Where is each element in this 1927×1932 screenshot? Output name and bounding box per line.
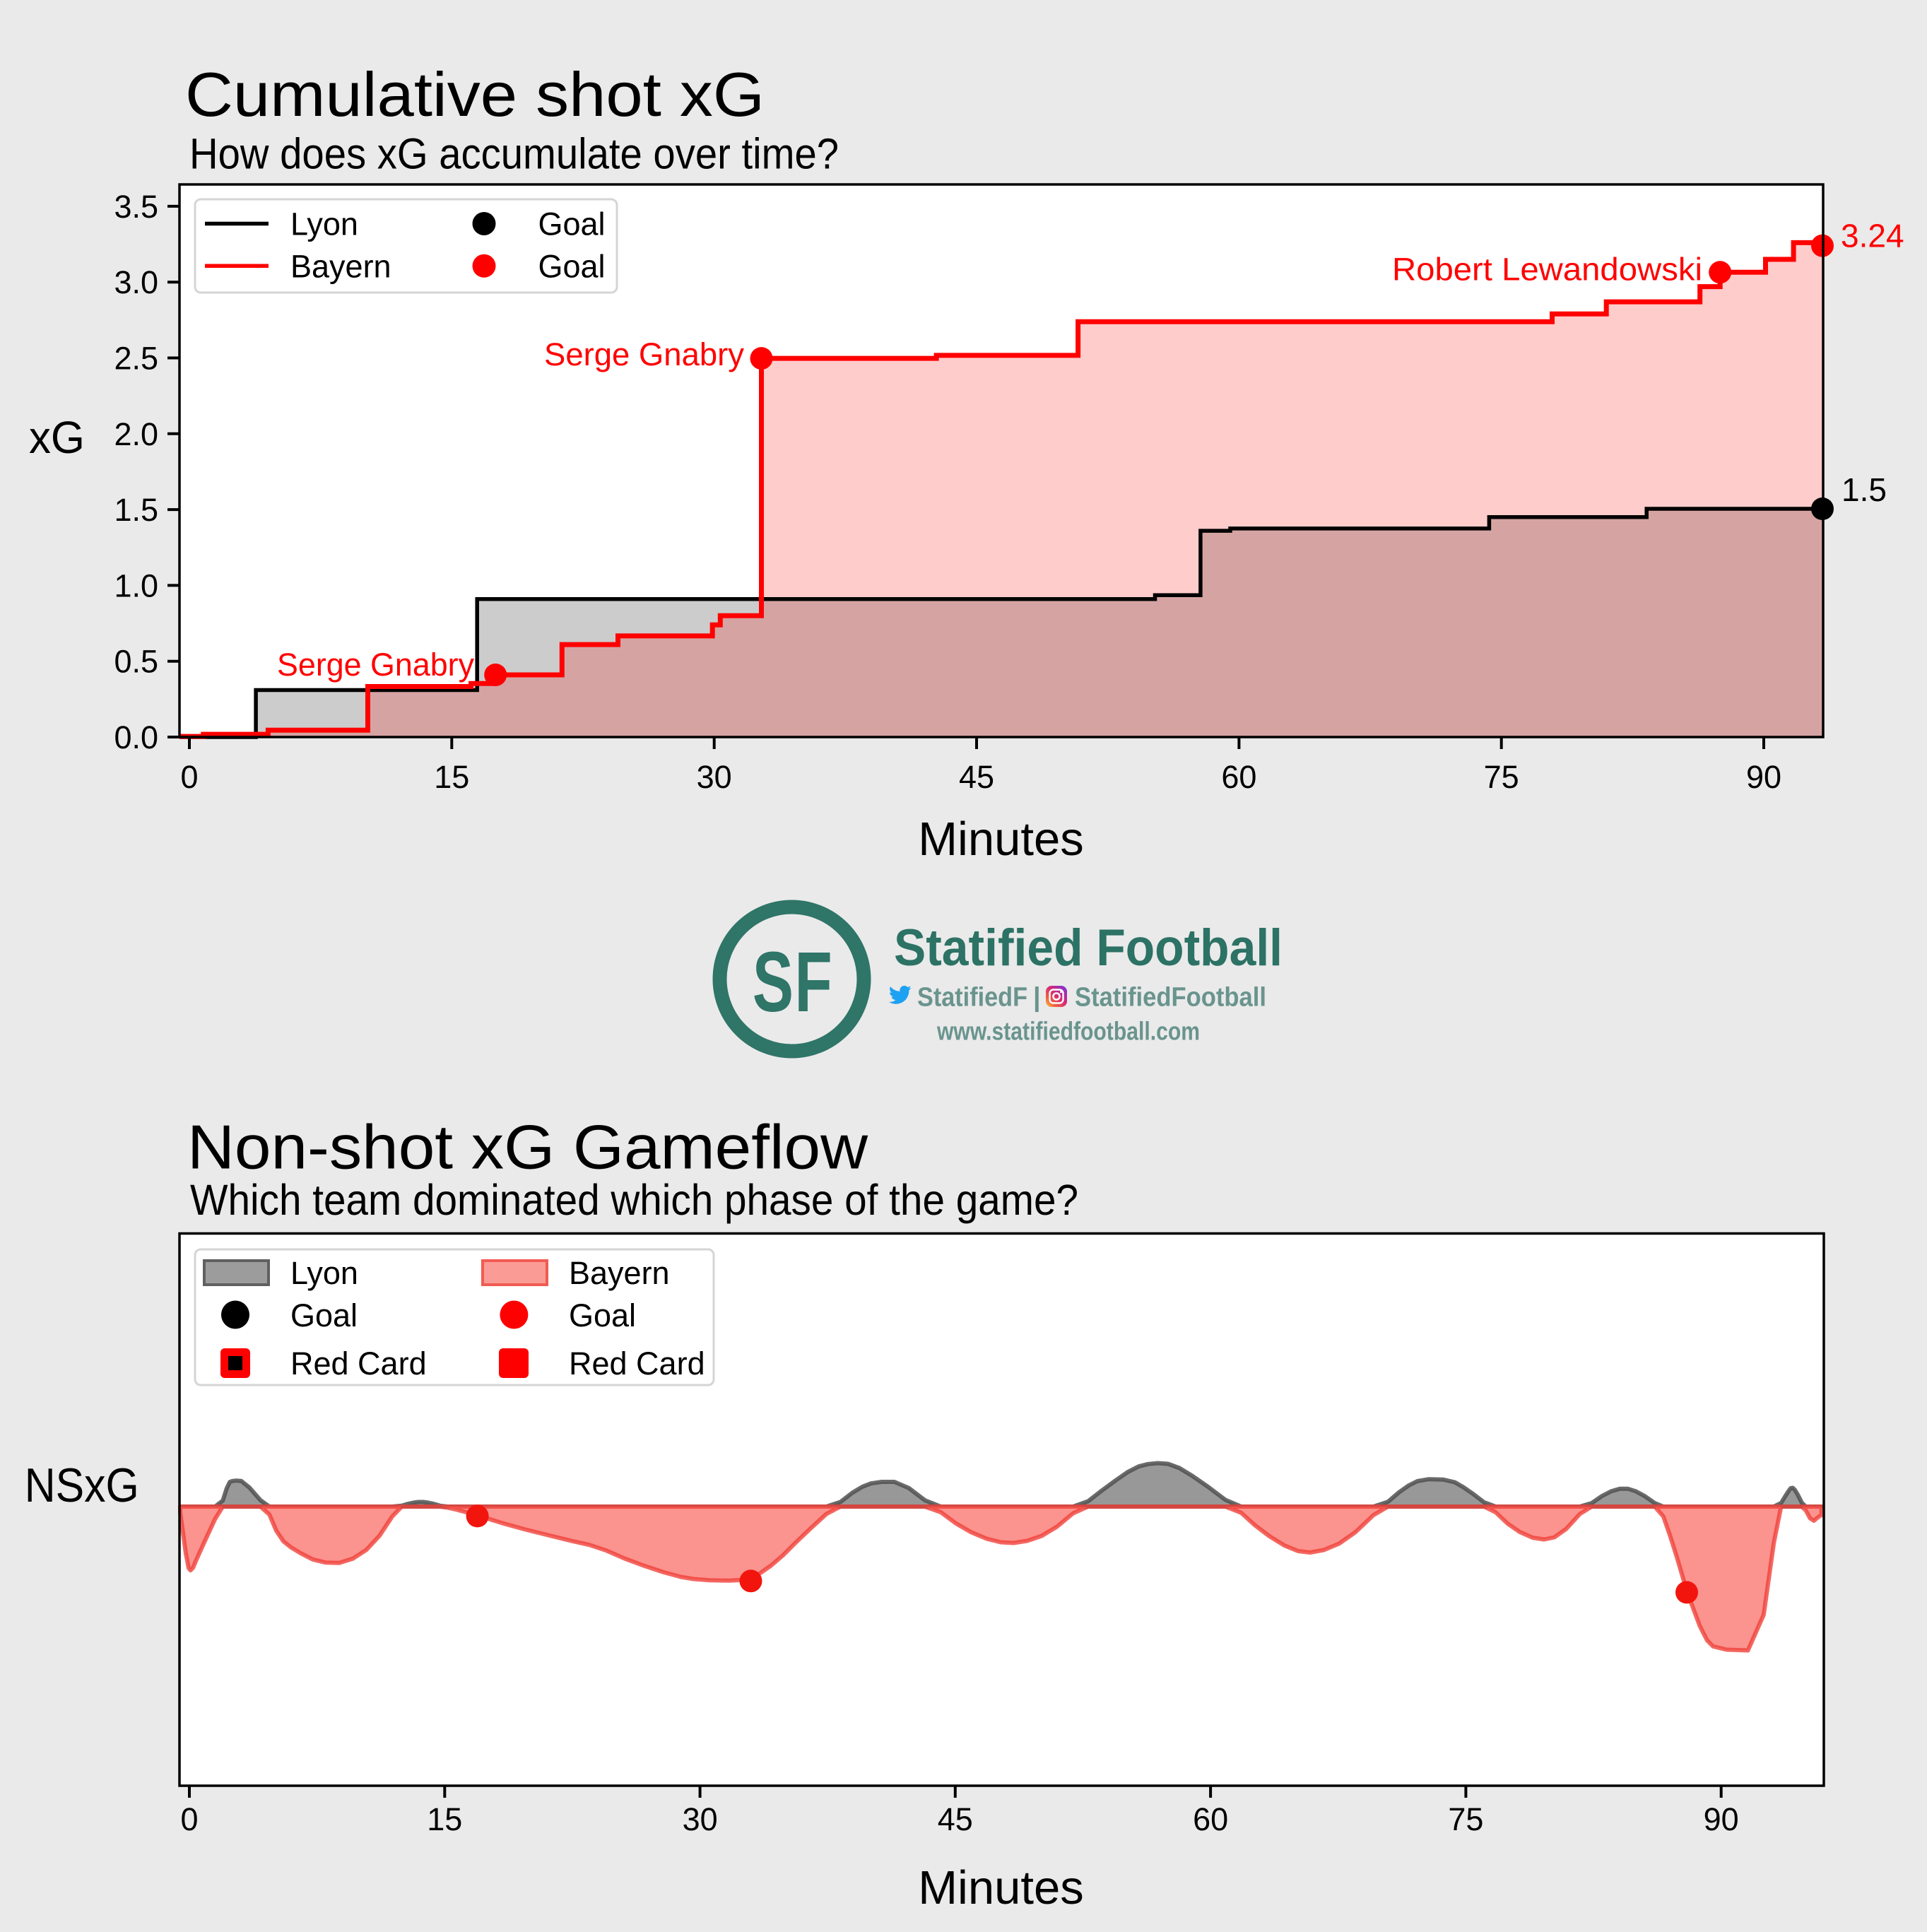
svg-text:Goal: Goal	[538, 206, 606, 242]
svg-text:1.0: 1.0	[114, 567, 158, 603]
svg-text:3.5: 3.5	[114, 189, 158, 225]
svg-text:60: 60	[1221, 759, 1256, 795]
svg-text:|: |	[1033, 983, 1041, 1013]
svg-text:90: 90	[1704, 1801, 1739, 1837]
svg-text:Robert Lewandowski: Robert Lewandowski	[1392, 252, 1702, 288]
svg-text:0.0: 0.0	[114, 719, 158, 755]
svg-text:90: 90	[1746, 759, 1781, 795]
svg-text:15: 15	[434, 759, 469, 795]
svg-text:Goal: Goal	[290, 1297, 358, 1333]
svg-text:0: 0	[180, 1801, 198, 1837]
svg-text:Lyon: Lyon	[290, 206, 358, 242]
svg-text:Serge Gnabry: Serge Gnabry	[544, 336, 745, 372]
svg-text:15: 15	[427, 1801, 462, 1837]
svg-text:How does xG accumulate over ti: How does xG accumulate over time?	[189, 130, 839, 178]
svg-text:1.5: 1.5	[114, 492, 158, 528]
svg-text:Serge Gnabry: Serge Gnabry	[277, 647, 474, 683]
svg-text:Goal: Goal	[569, 1297, 636, 1333]
svg-text:Red Card: Red Card	[290, 1345, 427, 1382]
svg-text:StatifiedFootball: StatifiedFootball	[1075, 983, 1266, 1013]
svg-text:3.24: 3.24	[1841, 218, 1904, 254]
svg-text:Which team dominated which pha: Which team dominated which phase of the …	[190, 1176, 1078, 1224]
svg-text:Lyon: Lyon	[290, 1255, 358, 1291]
svg-text:Bayern: Bayern	[569, 1255, 670, 1291]
svg-text:30: 30	[683, 1801, 718, 1837]
svg-text:www.statifiedfootball.com: www.statifiedfootball.com	[936, 1017, 1200, 1046]
svg-text:Red Card: Red Card	[569, 1345, 705, 1382]
svg-text:xG: xG	[29, 412, 85, 463]
svg-text:Bayern: Bayern	[290, 248, 391, 284]
svg-text:45: 45	[959, 759, 994, 795]
svg-text:Cumulative shot xG: Cumulative shot xG	[185, 59, 765, 129]
svg-text:NSxG: NSxG	[25, 1459, 139, 1512]
svg-text:30: 30	[697, 759, 732, 795]
svg-text:2.5: 2.5	[114, 341, 158, 377]
svg-text:0.5: 0.5	[114, 644, 158, 680]
svg-text:Minutes: Minutes	[918, 813, 1084, 866]
svg-text:1.5: 1.5	[1841, 471, 1887, 508]
svg-text:0: 0	[180, 759, 198, 795]
svg-text:75: 75	[1484, 759, 1519, 795]
svg-text:2.0: 2.0	[114, 416, 158, 452]
svg-text:Statified Football: Statified Football	[894, 919, 1283, 977]
svg-text:Goal: Goal	[538, 248, 606, 284]
svg-text:45: 45	[938, 1801, 973, 1837]
svg-text:60: 60	[1193, 1801, 1228, 1837]
svg-text:StatifiedF: StatifiedF	[917, 983, 1027, 1013]
svg-text:Non-shot xG Gameflow: Non-shot xG Gameflow	[187, 1112, 868, 1182]
svg-text:3.0: 3.0	[114, 264, 158, 300]
svg-text:Minutes: Minutes	[918, 1861, 1084, 1914]
svg-text:SF: SF	[753, 935, 833, 1030]
svg-text:75: 75	[1448, 1801, 1483, 1837]
